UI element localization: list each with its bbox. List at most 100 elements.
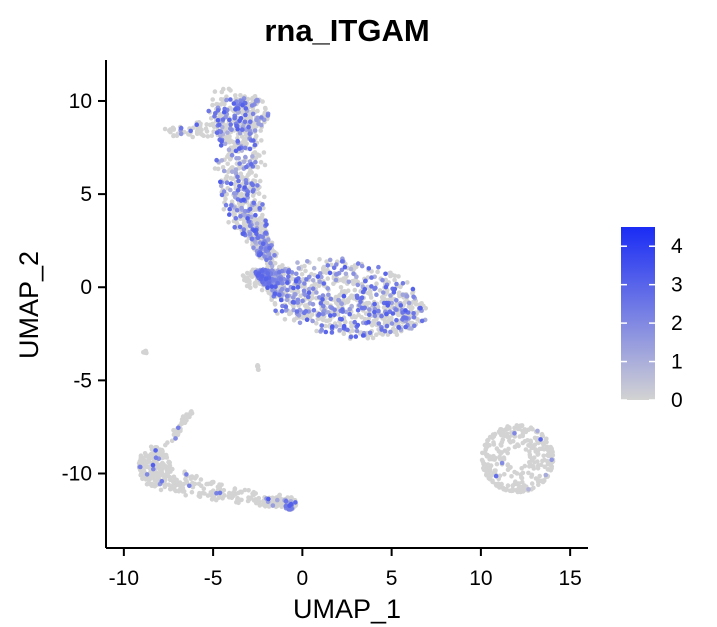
cell-point (253, 98, 259, 103)
cell-point (376, 321, 382, 326)
cell-point (230, 146, 235, 152)
cell-point (273, 284, 278, 290)
cell-point (191, 125, 196, 131)
x-tick-label: 0 (297, 567, 309, 590)
cell-point (275, 497, 280, 503)
cell-point (549, 457, 554, 463)
cell-point (332, 312, 337, 318)
cell-point (324, 270, 329, 276)
cell-point (248, 119, 253, 124)
cell-point (365, 290, 371, 296)
cell-point (520, 432, 525, 437)
cell-point (334, 262, 339, 267)
cell-point (223, 202, 229, 208)
cell-point (406, 300, 412, 306)
cell-point (171, 479, 176, 484)
cell-point (307, 286, 312, 292)
cell-point (215, 108, 221, 113)
cell-point (311, 265, 317, 271)
cell-point (231, 191, 237, 196)
cell-point (280, 303, 285, 309)
cell-point (385, 303, 391, 308)
cell-point (166, 459, 172, 465)
cell-point (373, 285, 378, 291)
cell-point (359, 314, 364, 320)
cell-point (143, 477, 149, 482)
cell-point (149, 447, 155, 452)
cell-point (224, 180, 230, 185)
cell-point (301, 288, 307, 294)
cell-point (255, 183, 260, 188)
cell-point (372, 313, 378, 319)
cell-point (325, 286, 331, 291)
cell-point (234, 156, 239, 161)
cell-point (293, 500, 298, 505)
cell-point (241, 138, 246, 143)
cell-point (294, 309, 300, 314)
cell-point (484, 444, 490, 450)
cell-point (248, 285, 253, 291)
cell-point (500, 485, 506, 491)
cell-point (400, 292, 406, 298)
cell-point (201, 486, 207, 492)
cell-point (509, 474, 514, 479)
cell-point (235, 126, 240, 132)
cell-point (197, 490, 202, 496)
cell-point (211, 494, 217, 500)
cell-point (252, 128, 258, 133)
cell-point (252, 142, 258, 148)
cell-point (326, 292, 331, 298)
cell-point (545, 459, 551, 464)
cell-point (343, 309, 349, 315)
cell-point (360, 333, 366, 338)
cell-point (235, 174, 240, 180)
cell-point (210, 102, 215, 108)
cell-point (529, 472, 535, 478)
cell-point (345, 327, 350, 333)
cell-point (260, 99, 265, 104)
cell-point (188, 128, 193, 134)
cell-point (142, 350, 147, 355)
cell-point (181, 481, 186, 487)
cell-point (317, 271, 323, 276)
cell-point (189, 489, 195, 495)
x-tick-label: -10 (109, 567, 139, 590)
cell-point (523, 447, 529, 452)
cell-point (246, 124, 251, 130)
cell-point (148, 476, 153, 481)
cell-point (513, 444, 518, 450)
cell-point (319, 274, 324, 280)
cell-point (340, 307, 345, 312)
cell-point (392, 273, 398, 279)
cell-point (221, 168, 227, 174)
cell-point (548, 463, 554, 468)
cell-point (187, 414, 192, 420)
cell-point (379, 313, 384, 319)
cell-point (541, 453, 546, 459)
cell-point (310, 278, 316, 283)
cell-point (276, 494, 281, 499)
cell-point (190, 484, 196, 490)
cell-point (355, 261, 361, 266)
cell-point (335, 302, 341, 307)
cell-point (285, 287, 290, 293)
cell-point (383, 271, 388, 277)
cell-point (262, 162, 268, 168)
cell-point (141, 457, 147, 463)
cell-point (200, 490, 206, 496)
cell-point (218, 183, 224, 189)
cell-point (210, 97, 215, 102)
cell-point (227, 157, 233, 162)
cell-point (404, 294, 410, 299)
cell-point (253, 173, 259, 178)
cell-point (209, 133, 215, 138)
cell-point (393, 328, 399, 333)
cell-point (515, 489, 521, 495)
cell-point (519, 423, 525, 428)
cell-point (412, 323, 417, 329)
cell-point (253, 212, 258, 218)
cell-point (343, 271, 349, 277)
cell-point (236, 109, 241, 115)
cell-point (255, 186, 261, 192)
cell-point (355, 307, 361, 313)
